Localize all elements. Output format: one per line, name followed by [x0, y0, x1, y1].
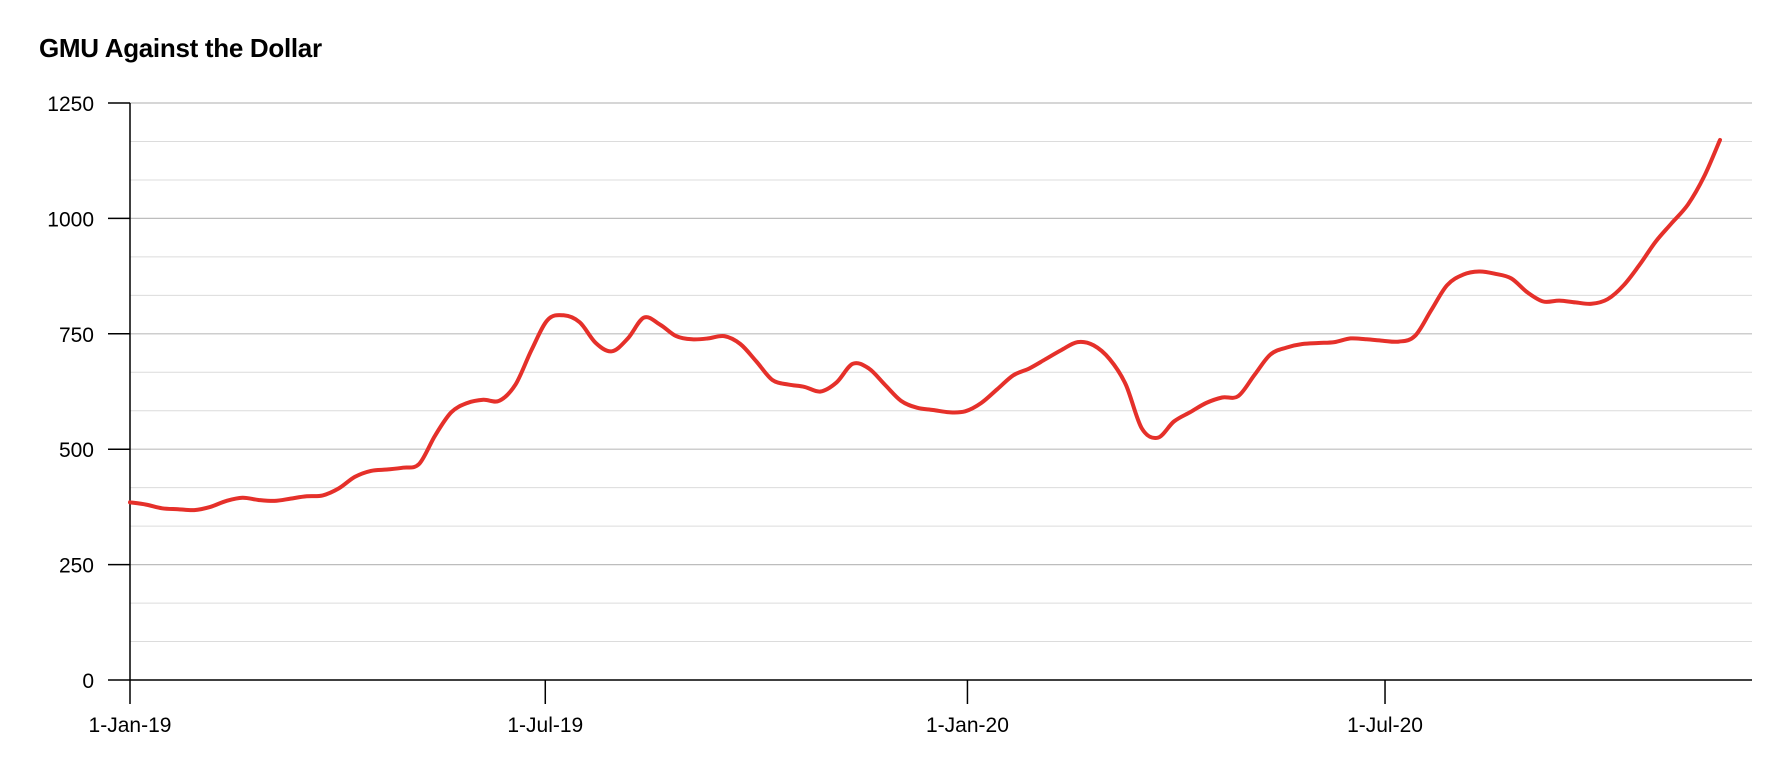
y-axis: 0 250 500 750 1000 1250	[47, 93, 131, 693]
y-tick-label: 1000	[47, 208, 94, 231]
y-tick-label: 0	[82, 670, 94, 693]
x-tick-label: 1-Jan-19	[89, 714, 172, 737]
y-tick-label: 750	[59, 324, 94, 347]
minor-gridlines	[130, 140, 1752, 643]
x-tick-label: 1-Jul-20	[1347, 714, 1423, 737]
major-gridlines	[130, 102, 1752, 566]
x-tick-label: 1-Jul-19	[507, 714, 583, 737]
x-tick-label: 1-Jan-20	[926, 714, 1009, 737]
series-group	[128, 137, 1722, 513]
x-axis: 1-Jan-19 1-Jul-19 1-Jan-20 1-Jul-20	[89, 679, 1752, 737]
y-tick-label: 500	[59, 439, 94, 462]
y-tick-label: 1250	[47, 93, 94, 116]
series-line	[128, 137, 1722, 513]
y-tick-label: 250	[59, 555, 94, 578]
chart-title: GMU Against the Dollar	[39, 33, 322, 63]
